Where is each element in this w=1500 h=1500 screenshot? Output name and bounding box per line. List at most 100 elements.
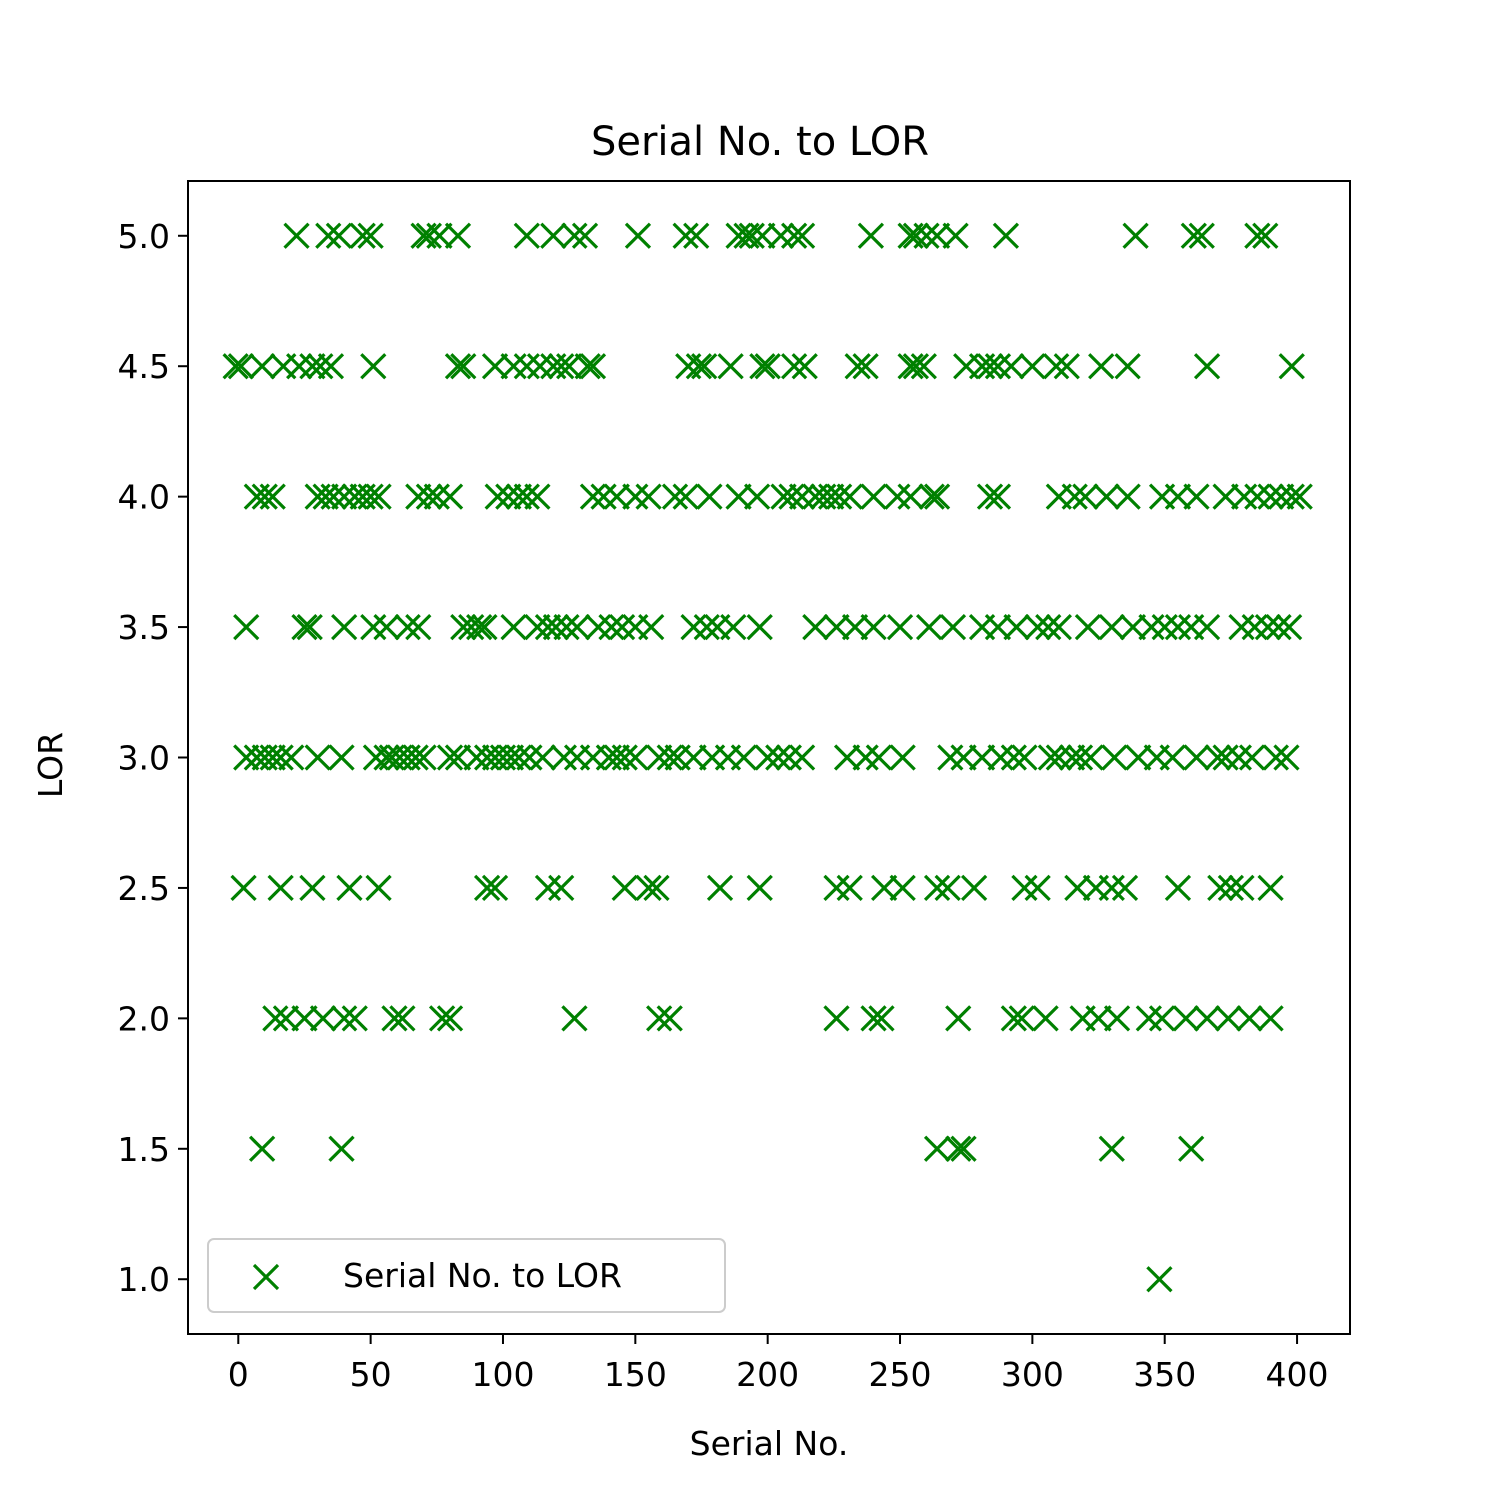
data-point: [730, 744, 757, 771]
data-point: [1204, 744, 1231, 771]
data-point: [1122, 222, 1149, 249]
data-point: [500, 613, 527, 641]
data-point: [1278, 483, 1305, 510]
data-point: [1212, 483, 1239, 510]
plot-marks: [222, 222, 1313, 1293]
data-point: [945, 1135, 972, 1162]
data-point: [415, 483, 443, 510]
data-point: [823, 874, 850, 902]
data-point: [643, 874, 670, 902]
data-point: [743, 483, 771, 510]
data-point: [1236, 1005, 1263, 1032]
y-tick-label: 5.0: [118, 217, 170, 256]
data-point: [1024, 613, 1051, 641]
data-point: [1135, 1005, 1162, 1032]
data-point: [436, 744, 464, 771]
data-point: [262, 1005, 289, 1032]
data-point: [984, 483, 1012, 510]
y-tick-label: 2.5: [118, 869, 170, 908]
data-point: [1278, 353, 1305, 380]
data-point: [1230, 483, 1258, 510]
data-point: [1037, 744, 1065, 771]
data-point: [611, 744, 638, 771]
data-point: [349, 222, 376, 249]
data-point: [611, 874, 638, 902]
data-point: [767, 222, 795, 249]
legend-marker: [252, 1263, 280, 1291]
x-tick-label: 250: [869, 1355, 932, 1394]
data-point: [942, 222, 969, 249]
data-point: [286, 353, 313, 380]
data-point: [357, 222, 384, 249]
data-point: [259, 483, 286, 510]
data-point: [1172, 1005, 1200, 1032]
data-point: [746, 613, 773, 641]
data-point: [373, 744, 400, 771]
data-point: [937, 744, 964, 771]
data-point: [1183, 744, 1210, 771]
data-point: [500, 353, 527, 380]
data-point: [1183, 483, 1210, 510]
data-point: [309, 1005, 337, 1032]
data-point: [1119, 613, 1147, 641]
data-point: [976, 353, 1004, 380]
data-point: [608, 613, 636, 641]
data-point: [1000, 744, 1027, 771]
data-point: [405, 483, 432, 510]
data-point: [1275, 613, 1303, 641]
data-point: [402, 744, 429, 771]
data-point: [968, 744, 996, 771]
data-point: [248, 1135, 276, 1162]
data-point: [1244, 222, 1271, 249]
data-point: [556, 353, 583, 380]
data-point: [450, 353, 477, 380]
data-point: [1225, 744, 1252, 771]
data-point: [299, 353, 326, 380]
data-point: [635, 483, 662, 510]
legend-label: Serial No. to LOR: [343, 1256, 622, 1295]
data-point: [635, 874, 662, 902]
data-point: [1159, 744, 1186, 771]
data-point: [1151, 613, 1178, 641]
data-point: [563, 613, 591, 641]
data-point: [913, 222, 940, 249]
y-tick-label: 4.5: [118, 347, 170, 386]
data-point: [331, 483, 358, 510]
data-point: [444, 353, 472, 380]
data-point: [871, 874, 898, 902]
data-point: [624, 222, 652, 249]
data-point: [1019, 353, 1046, 380]
y-tick-label: 4.0: [118, 478, 170, 517]
data-point: [945, 1005, 972, 1032]
data-point: [823, 1005, 850, 1032]
data-point: [1043, 353, 1070, 380]
legend-box: [207, 1238, 726, 1313]
data-point: [1164, 874, 1192, 902]
data-point: [910, 353, 937, 380]
x-axis: 0 50 100 150 200 250 300 350 400: [228, 1334, 1329, 1394]
data-point: [561, 222, 588, 249]
data-point: [307, 353, 334, 380]
data-point: [1180, 222, 1207, 249]
data-point: [889, 874, 916, 902]
data-point: [534, 613, 562, 641]
data-point: [788, 222, 816, 249]
data-point: [950, 744, 977, 771]
data-point: [1193, 1005, 1221, 1032]
data-point: [1286, 483, 1313, 510]
data-point: [1064, 874, 1091, 902]
data-point: [672, 222, 699, 249]
x-tick-label: 0: [228, 1355, 249, 1394]
data-point: [852, 744, 879, 771]
data-point: [1178, 1135, 1205, 1162]
data-point: [841, 613, 869, 641]
x-tick-label: 350: [1133, 1355, 1196, 1394]
data-point: [548, 874, 575, 902]
y-tick-label: 1.0: [118, 1260, 170, 1299]
data-point: [341, 1005, 368, 1032]
data-point: [325, 222, 353, 249]
x-tick-label: 400: [1266, 1355, 1329, 1394]
data-point: [227, 353, 255, 380]
data-point: [603, 744, 630, 771]
